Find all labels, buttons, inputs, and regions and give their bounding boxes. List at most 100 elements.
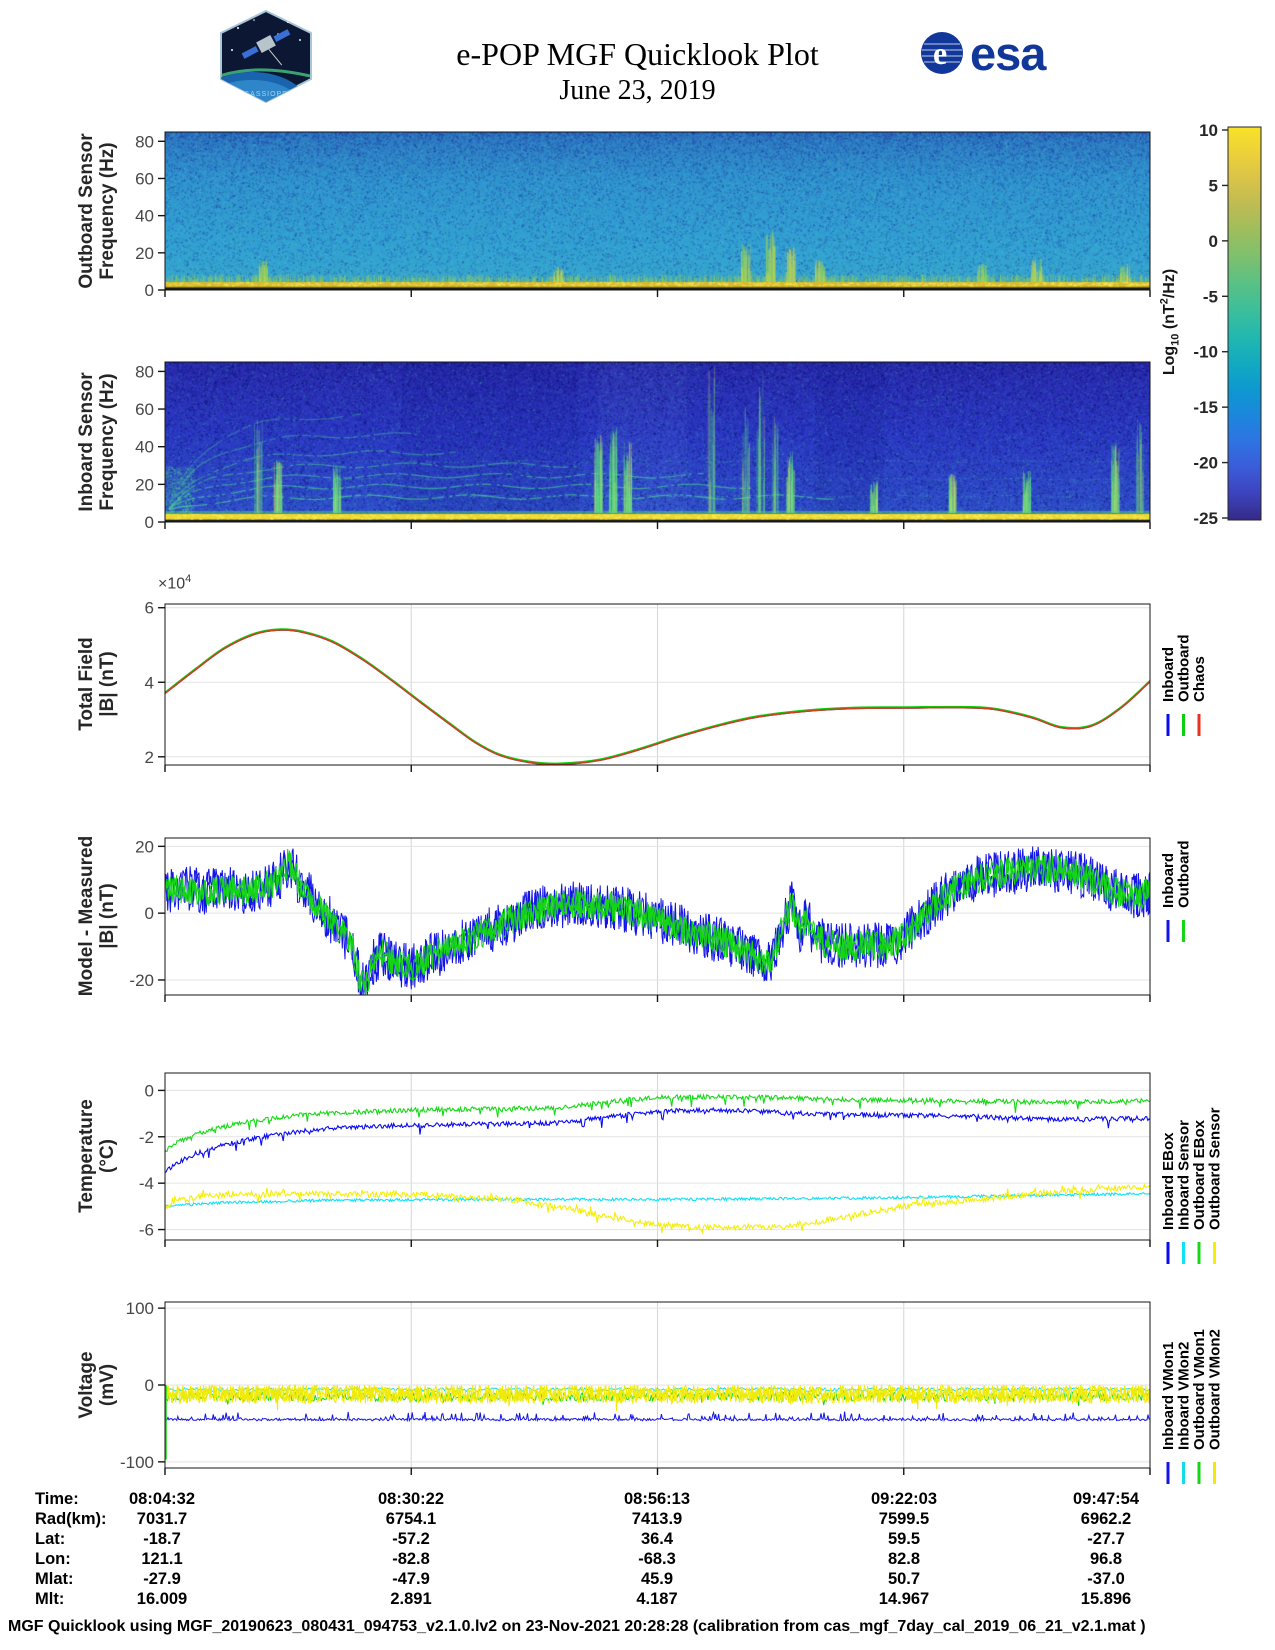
legend-label: Chaos	[1191, 656, 1208, 702]
y-tick-label: 0	[145, 281, 154, 300]
table-row-label: Lat:	[35, 1530, 66, 1548]
legend-label: Outboard EBox	[1191, 1119, 1208, 1230]
page-subtitle: June 23, 2019	[559, 75, 716, 106]
legend-label: Outboard	[1176, 841, 1193, 909]
table-cell: 4.187	[636, 1590, 678, 1608]
cassiope-mission-patch-logo: CASSIOPE	[220, 10, 312, 104]
table-cell: -68.3	[638, 1550, 676, 1568]
table-cell: 6962.2	[1080, 1510, 1132, 1528]
legend-label: Inboard VMon1	[1160, 1342, 1177, 1450]
legend-label: Outboard Sensor	[1207, 1107, 1224, 1230]
esa-wordmark: esa	[970, 27, 1047, 80]
table-cell: 16.009	[136, 1590, 188, 1608]
footer-note: MGF Quicklook using MGF_20190623_080431_…	[8, 1618, 1146, 1635]
legend-label: Outboard VMon2	[1207, 1329, 1224, 1450]
legend-label: Inboard	[1160, 647, 1177, 702]
table-cell: 15.896	[1080, 1590, 1132, 1608]
y-tick-label: 40	[135, 438, 154, 457]
table-row-label: Lon:	[35, 1550, 71, 1568]
ylabel-outboard-spectrogram: Outboard Sensor Frequency (Hz)	[76, 133, 118, 289]
table-cell: 09:47:54	[1072, 1490, 1140, 1508]
table-cell: 6754.1	[385, 1510, 437, 1528]
table-cell: 7413.9	[631, 1510, 683, 1528]
table-cell: 08:30:22	[377, 1490, 445, 1508]
y-tick-label: 80	[135, 132, 154, 151]
y-tick-label: 0	[145, 513, 154, 532]
table-cell: 50.7	[887, 1570, 921, 1588]
colorbar-tick-label: 5	[1209, 176, 1218, 195]
table-cell: -37.0	[1087, 1570, 1125, 1588]
model-measured-outboard-trace	[164, 848, 1151, 995]
table-cell: -18.7	[143, 1530, 181, 1548]
colorbar-tick-label: 0	[1209, 232, 1218, 251]
y-tick-label: 100	[126, 1299, 154, 1318]
y-tick-label: 2	[145, 748, 154, 767]
y-tick-label: 20	[135, 244, 154, 263]
y-tick-label: -100	[120, 1453, 154, 1472]
table-cell: -82.8	[392, 1550, 430, 1568]
table-cell: -27.9	[143, 1570, 181, 1588]
ylabel-model-measured: Model - Measured |B| (nT)	[76, 835, 118, 997]
legend-label: Outboard	[1176, 635, 1193, 703]
legend-label: Outboard VMon1	[1191, 1329, 1208, 1450]
table-cell: 08:04:32	[128, 1490, 196, 1508]
page-title: e-POP MGF Quicklook Plot	[456, 36, 819, 72]
outboard-spectrogram-canvas	[165, 132, 1150, 290]
y-tick-label: -4	[139, 1174, 154, 1193]
colorbar-tick-label: 10	[1199, 121, 1218, 140]
ylabel-inboard-spectrogram: Inboard Sensor Frequency (Hz)	[76, 372, 118, 512]
voltage-outboard-vmon2-trace	[164, 1383, 1151, 1411]
table-cell: 45.9	[640, 1570, 674, 1588]
y-tick-label: 20	[135, 837, 154, 856]
colorbar-label: Log10 (nT2/Hz)	[1158, 268, 1182, 376]
table-cell: 2.891	[390, 1590, 432, 1608]
table-cell: 7599.5	[878, 1510, 930, 1528]
axes-box	[164, 361, 1151, 523]
total-field-exponent-label: ×104	[158, 573, 192, 593]
colorbar-tick-label: -10	[1193, 343, 1218, 362]
y-tick-label: 60	[135, 400, 154, 419]
legend-label: Inboard Sensor	[1176, 1120, 1193, 1230]
table-cell: 82.8	[887, 1550, 921, 1568]
y-tick-label: 60	[135, 169, 154, 188]
table-cell: 7031.7	[136, 1510, 188, 1528]
y-tick-label: -20	[129, 971, 154, 990]
y-tick-label: -2	[139, 1128, 154, 1147]
total-field-outboard-curve	[164, 628, 1151, 764]
temperature-trace-2	[164, 1093, 1151, 1152]
title-block: e-POP MGF Quicklook Plot June 23, 2019	[0, 36, 1275, 107]
table-cell: -27.7	[1087, 1530, 1125, 1548]
table-cell: -47.9	[392, 1570, 430, 1588]
table-cell: 59.5	[887, 1530, 921, 1548]
table-row-label: Mlt:	[35, 1590, 65, 1608]
ylabel-temperature: Temperature (°C)	[76, 1099, 118, 1213]
legend-label: Inboard	[1160, 853, 1177, 908]
y-tick-label: 0	[145, 1081, 154, 1100]
table-cell: 36.4	[640, 1530, 674, 1548]
patch-satellite	[241, 29, 291, 66]
colorbar-tick-label: -5	[1203, 287, 1218, 306]
ylabel-voltage: Voltage (mV)	[76, 1351, 118, 1419]
y-tick-label: 0	[145, 1376, 154, 1395]
colorbar-tick-label: -25	[1193, 509, 1218, 528]
svg-text:e: e	[933, 35, 947, 71]
table-cell: 14.967	[878, 1590, 930, 1608]
colorbar-tick-label: -20	[1193, 454, 1218, 473]
table-cell: 09:22:03	[870, 1490, 938, 1508]
temperature-trace-3	[164, 1183, 1151, 1235]
y-tick-label: 6	[145, 599, 154, 618]
table-cell: 121.1	[141, 1550, 183, 1568]
colorbar	[1227, 126, 1262, 521]
esa-logo: e esa	[921, 27, 1048, 80]
y-tick-label: 40	[135, 207, 154, 226]
table-row-label: Mlat:	[35, 1570, 74, 1588]
table-cell: -57.2	[392, 1530, 430, 1548]
esa-globe-icon	[921, 32, 963, 74]
patch-label: CASSIOPE	[244, 91, 288, 98]
axes-box	[164, 131, 1151, 291]
table-cell: 96.8	[1089, 1550, 1123, 1568]
voltage-outboard-vmon1-trace	[164, 1390, 1151, 1406]
patch-aurora	[221, 68, 311, 82]
